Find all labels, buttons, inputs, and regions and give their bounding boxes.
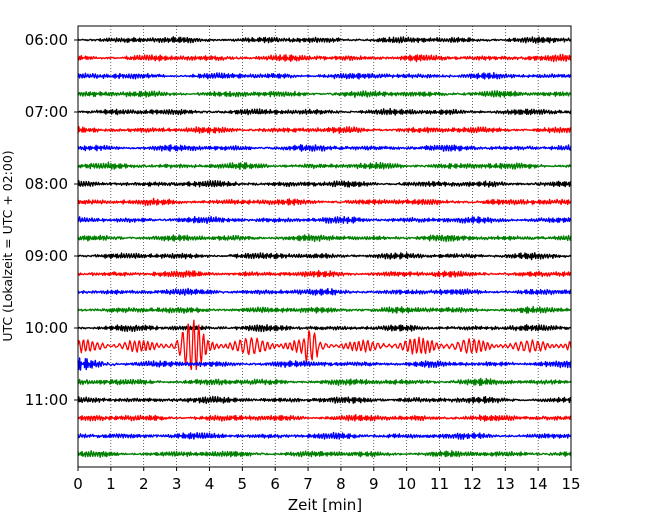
trace-22	[77, 431, 572, 440]
x-tick-label: 5	[238, 475, 248, 493]
trace-2	[77, 72, 572, 80]
trace-20	[77, 395, 572, 404]
trace-18	[77, 357, 572, 371]
trace-16	[77, 324, 572, 333]
y-tick-label: 08:00	[25, 175, 68, 193]
trace-1	[77, 53, 572, 63]
x-tick-label: 8	[336, 475, 346, 493]
x-tick-label: 4	[205, 475, 215, 493]
y-tick-label: 11:00	[25, 391, 68, 409]
trace-0	[77, 36, 572, 44]
x-tick-label: 14	[529, 475, 548, 493]
trace-5	[77, 126, 572, 134]
trace-8	[77, 180, 572, 188]
x-tick-label: 11	[430, 475, 449, 493]
y-tick-label: 10:00	[25, 319, 68, 337]
x-tick-label: 6	[270, 475, 280, 493]
x-tick-label: 2	[139, 475, 149, 493]
trace-3	[77, 90, 572, 98]
x-axis: 0 1 2 3 4 5 6 7 8 9 10 11 12 13 14 15	[73, 467, 581, 493]
plot-frame	[77, 25, 572, 468]
trace-12	[77, 252, 572, 261]
trace-15	[77, 305, 572, 314]
trace-13	[77, 269, 572, 278]
trace-21	[77, 414, 572, 422]
x-tick-label: 1	[106, 475, 116, 493]
trace-11	[77, 234, 572, 243]
y-tick-label: 07:00	[25, 103, 68, 121]
y-tick-label: 09:00	[25, 247, 68, 265]
trace-6	[77, 144, 572, 152]
x-tick-label: 15	[561, 475, 580, 493]
y-axis: 06:00 07:00 08:00 09:00 10:00 11:00	[25, 31, 78, 409]
trace-23	[77, 450, 572, 458]
trace-7	[77, 161, 572, 170]
x-tick-label: 13	[496, 475, 515, 493]
x-tick-label: 9	[369, 475, 379, 493]
y-axis-label: UTC (Lokalzeit = UTC + 02:00)	[0, 150, 15, 341]
y-tick-label: 06:00	[25, 31, 68, 49]
trace-4	[77, 107, 572, 116]
x-tick-label: 10	[397, 475, 416, 493]
x-tick-label: 3	[172, 475, 182, 493]
x-tick-label: 7	[303, 475, 313, 493]
trace-17	[77, 319, 572, 371]
x-tick-label: 0	[73, 475, 83, 493]
trace-9	[77, 197, 572, 206]
trace-14	[77, 287, 572, 296]
traces	[77, 36, 572, 458]
x-axis-label: Zeit [min]	[288, 496, 362, 514]
trace-10	[77, 215, 572, 224]
trace-19	[78, 377, 572, 387]
x-tick-label: 12	[463, 475, 482, 493]
